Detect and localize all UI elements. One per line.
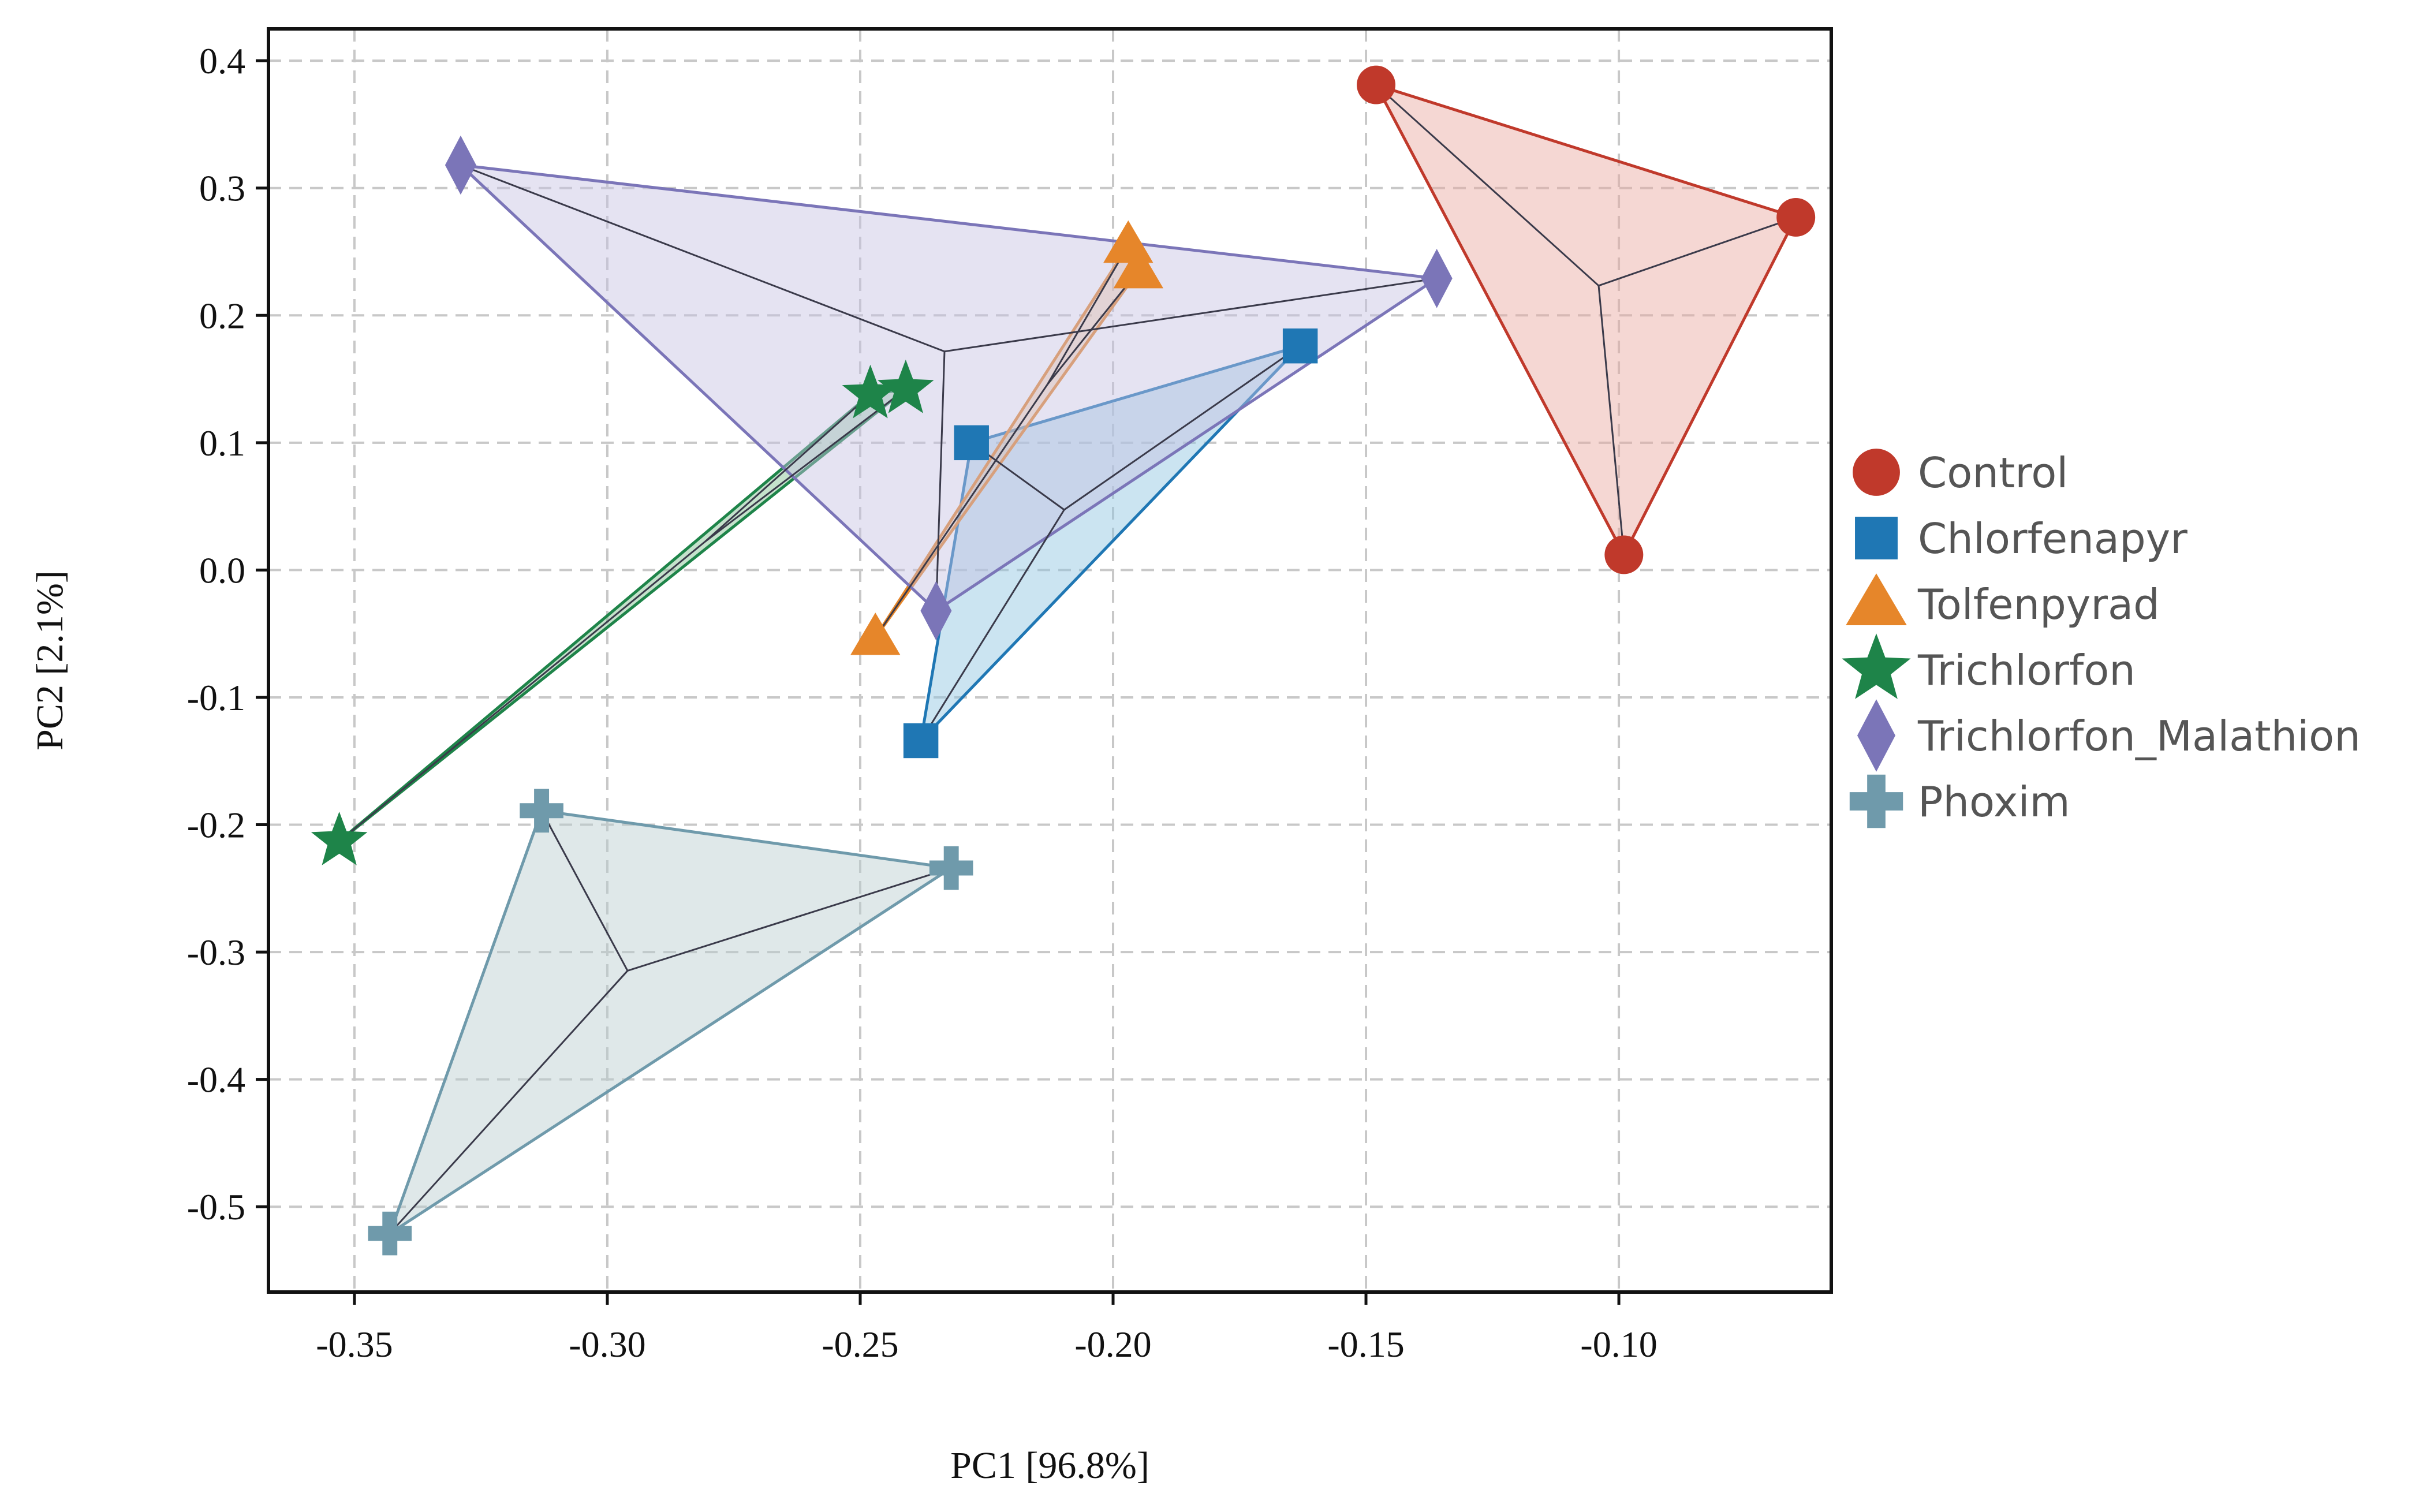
- spoke-control-1: [1598, 216, 1797, 287]
- spoke-control-0: [1375, 84, 1600, 286]
- spoke-tolfenpyrad-1: [1046, 270, 1139, 386]
- spoke-tolfenpyrad-2: [875, 384, 1048, 639]
- legend-marker-chlorfenapyr: [1855, 517, 1898, 559]
- hull-control: [1375, 83, 1798, 557]
- point-trichlorfon-malathion-2: [920, 581, 952, 641]
- tick-layer: -0.35 -0.30 -0.25 -0.20 -0.15 -0.10 0.4 0.3 0.2 0…: [187, 40, 1658, 1365]
- x-tick-label: -0.25: [822, 1324, 898, 1365]
- point-tolfenpyrad-1: [1113, 245, 1164, 289]
- y-axis-label: PC2 [2.1%]: [29, 570, 71, 751]
- x-tick-label: -0.15: [1327, 1324, 1404, 1365]
- spoke-control-2: [1597, 285, 1625, 555]
- point-trichlorfon-malathion-1: [1421, 249, 1453, 308]
- y-tick-label: 0.3: [199, 168, 245, 209]
- point-chlorfenapyr-1: [1282, 328, 1318, 364]
- spoke-phoxim-1: [627, 867, 952, 972]
- spoke-tolfenpyrad-0: [1046, 245, 1129, 385]
- spoke-trichlorfon-2: [338, 540, 706, 842]
- y-tick-label: 0.1: [199, 423, 245, 464]
- point-tolfenpyrad-2: [850, 613, 901, 655]
- point-control-1: [1776, 197, 1816, 237]
- x-tick-label: -0.35: [316, 1324, 393, 1365]
- y-tick-label: -0.3: [187, 932, 245, 973]
- legend-marker-tolfenpyrad: [1846, 573, 1907, 625]
- legend-label-control: Control: [1918, 449, 2068, 497]
- legend-marker-trichlorfon-malathion: [1857, 699, 1895, 772]
- legend-label-trichlorfon: Trichlorfon: [1917, 646, 2136, 695]
- legend-marker-trichlorfon: [1842, 633, 1911, 699]
- legend-label-tolfenpyrad: Tolfenpyrad: [1917, 580, 2160, 629]
- point-phoxim-2: [368, 1211, 412, 1256]
- spoke-trichlorfon-malathion-0: [460, 164, 945, 353]
- point-control-2: [1604, 535, 1644, 574]
- legend-label-phoxim: Phoxim: [1918, 778, 2070, 826]
- point-chlorfenapyr-2: [903, 723, 939, 759]
- legend-marker-control: [1853, 449, 1900, 496]
- spoke-phoxim-2: [389, 970, 629, 1234]
- legend-label-chlorfenapyr: Chlorfenapyr: [1918, 514, 2187, 563]
- point-trichlorfon-2: [311, 811, 368, 865]
- x-tick-label: -0.30: [569, 1324, 645, 1365]
- hull-chlorfenapyr: [919, 344, 1302, 742]
- x-axis-label: PC1 [96.8%]: [950, 1444, 1149, 1487]
- spoke-trichlorfon-1: [704, 389, 906, 543]
- y-tick-label: -0.1: [187, 677, 245, 718]
- spoke-phoxim-0: [540, 810, 629, 972]
- point-control-0: [1357, 65, 1396, 104]
- spoke-trichlorfon-0: [704, 393, 871, 543]
- legend: Control Chlorfenapyr Tolfenpyrad Trichlorfo…: [1842, 449, 2361, 828]
- hull-layer: [338, 83, 1798, 1235]
- x-tick-label: -0.20: [1074, 1324, 1151, 1365]
- legend-marker-phoxim: [1849, 774, 1903, 828]
- point-trichlorfon-1: [878, 359, 934, 413]
- y-tick-label: -0.4: [187, 1059, 245, 1100]
- legend-label-trichlorfon-malathion: Trichlorfon_Malathion: [1917, 712, 2361, 760]
- y-tick-label: 0.0: [199, 550, 245, 591]
- spoke-trichlorfon-malathion-2: [935, 351, 946, 611]
- y-tick-label: 0.4: [199, 40, 245, 81]
- hull-trichlorfon-malathion: [459, 163, 1439, 613]
- point-phoxim-1: [929, 846, 973, 890]
- hull-phoxim: [388, 809, 953, 1235]
- point-trichlorfon-malathion-0: [445, 135, 476, 195]
- point-trichlorfon-0: [842, 364, 899, 419]
- grid-layer: [268, 29, 1831, 1292]
- y-tick-label: -0.5: [187, 1186, 245, 1227]
- point-phoxim-0: [520, 789, 563, 833]
- spoke-chlorfenapyr-1: [1063, 345, 1301, 511]
- y-tick-label: 0.2: [199, 295, 245, 336]
- spoke-chlorfenapyr-2: [920, 509, 1065, 741]
- plot-frame: [267, 27, 1833, 1294]
- point-layer: [311, 65, 1816, 1256]
- point-chlorfenapyr-0: [954, 425, 989, 461]
- x-tick-label: -0.10: [1580, 1324, 1657, 1365]
- spoke-trichlorfon-malathion-1: [944, 277, 1437, 353]
- y-tick-label: -0.2: [187, 805, 245, 846]
